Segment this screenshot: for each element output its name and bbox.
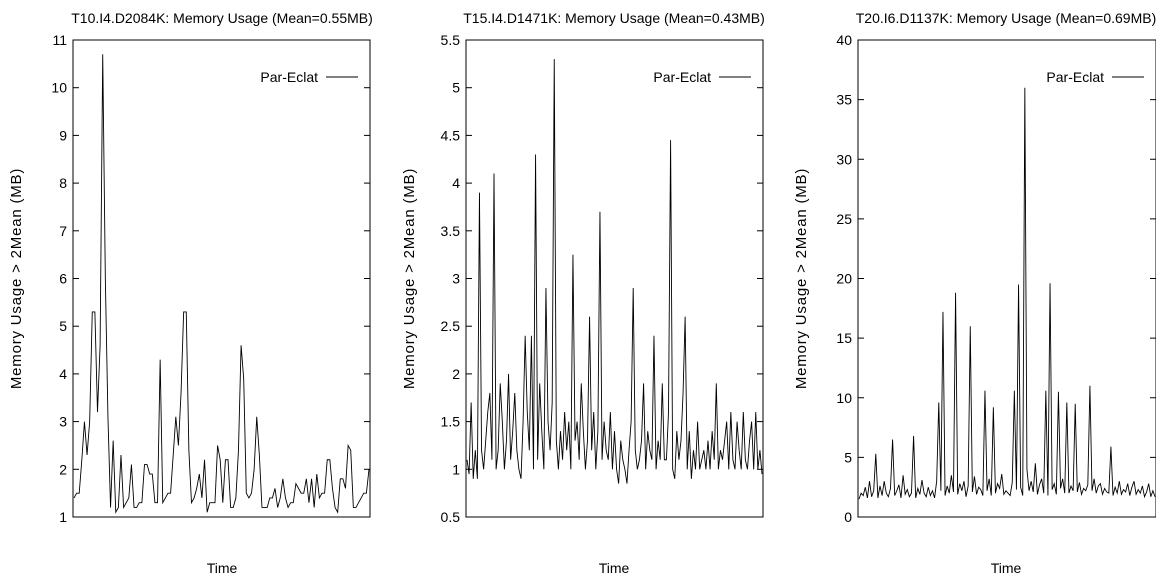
y-tick-label: 5.5	[441, 32, 461, 48]
y-tick-label: 1	[59, 509, 67, 525]
y-tick-label: 3	[452, 271, 460, 287]
y-tick-label: 40	[836, 32, 852, 48]
legend-label: Par-Eclat	[260, 69, 318, 85]
y-tick-label: 0	[844, 509, 852, 525]
y-tick-label: 5	[59, 318, 67, 334]
y-tick-label: 4.5	[441, 127, 461, 143]
y-tick-label: 30	[836, 151, 852, 167]
y-tick-label: 25	[836, 211, 852, 227]
y-tick-label: 6	[59, 271, 67, 287]
y-tick-label: 8	[59, 175, 67, 191]
y-tick-label: 5	[844, 449, 852, 465]
series-line-par-eclat	[73, 54, 370, 514]
plot-frame	[72, 39, 371, 518]
y-tick-label: 10	[836, 390, 852, 406]
x-axis-label: Time	[991, 560, 1022, 576]
plot-frame	[857, 39, 1156, 518]
y-tick-label: 1.5	[441, 414, 461, 430]
y-axis-label: Memory Usage > 2Mean (MB)	[793, 168, 810, 389]
x-axis-label: Time	[599, 560, 630, 576]
y-tick-label: 3	[59, 414, 67, 430]
y-tick-label: 1	[452, 461, 460, 477]
y-tick-label: 20	[836, 271, 852, 287]
chart-title: T10.I4.D2084K: Memory Usage (Mean=0.55MB…	[71, 10, 373, 26]
y-tick-label: 10	[51, 80, 67, 96]
chart-title: T20.I6.D1137K: Memory Usage (Mean=0.69MB…	[856, 10, 1156, 26]
y-tick-label: 9	[59, 127, 67, 143]
y-tick-label: 4	[59, 366, 67, 382]
chart-panel-1: T10.I4.D2084K: Memory Usage (Mean=0.55MB…	[8, 10, 373, 576]
y-tick-label: 5	[452, 80, 460, 96]
y-tick-label: 0.5	[441, 509, 461, 525]
y-tick-label: 2	[452, 366, 460, 382]
y-tick-label: 4	[452, 175, 460, 191]
legend-label: Par-Eclat	[653, 69, 711, 85]
y-tick-label: 3.5	[441, 223, 461, 239]
x-axis-label: Time	[207, 560, 238, 576]
y-tick-label: 11	[52, 32, 67, 48]
y-axis-label: Memory Usage > 2Mean (MB)	[8, 168, 25, 389]
y-axis-label: Memory Usage > 2Mean (MB)	[401, 168, 418, 389]
y-tick-label: 15	[836, 330, 852, 346]
y-tick-label: 35	[836, 92, 852, 108]
legend-label: Par-Eclat	[1046, 69, 1104, 85]
series-line-par-eclat	[466, 59, 763, 484]
y-tick-label: 2	[59, 461, 67, 477]
series-line-par-eclat	[858, 87, 1156, 500]
y-tick-label: 7	[59, 223, 67, 239]
chart-title: T15.I4.D1471K: Memory Usage (Mean=0.43MB…	[463, 10, 765, 26]
chart-panel-3: T20.I6.D1137K: Memory Usage (Mean=0.69MB…	[793, 10, 1156, 576]
y-tick-label: 2.5	[441, 318, 461, 334]
chart-panel-2: T15.I4.D1471K: Memory Usage (Mean=0.43MB…	[401, 10, 765, 576]
